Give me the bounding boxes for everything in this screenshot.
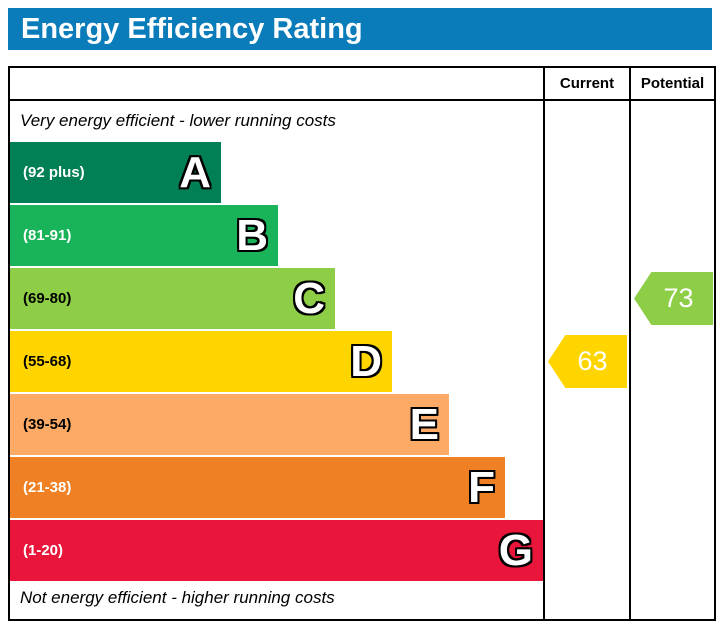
band-row: (39-54) E <box>10 393 543 456</box>
energy-rating-chart: Current Potential Very energy efficient … <box>8 66 716 621</box>
bottom-note: Not energy efficient - higher running co… <box>20 588 335 607</box>
band-e: (39-54) E <box>10 394 449 455</box>
band-d: (55-68) D <box>10 331 392 392</box>
potential-column: 73 <box>629 101 714 619</box>
band-row: (81-91) B <box>10 204 543 267</box>
band-row: (92 plus) A <box>10 141 543 204</box>
band-b-letter: B <box>236 210 268 260</box>
band-f-letter: F <box>468 462 495 512</box>
current-column: 63 <box>543 101 629 619</box>
bands-column: Very energy efficient - lower running co… <box>10 101 543 619</box>
potential-rating-arrow: 73 <box>634 272 713 325</box>
chart-title: Energy Efficiency Rating <box>21 12 363 45</box>
band-row: (69-80) C <box>10 267 543 330</box>
band-b: (81-91) B <box>10 205 278 266</box>
band-a: (92 plus) A <box>10 142 221 203</box>
chart-title-bar: Energy Efficiency Rating <box>8 8 712 50</box>
band-e-range-label: (39-54) <box>23 416 72 433</box>
current-column-header: Current <box>543 68 629 101</box>
current-rating-value: 63 <box>577 346 608 376</box>
band-row: (1-20) G <box>10 519 543 582</box>
band-f-range-label: (21-38) <box>23 479 72 496</box>
band-g-range-label: (1-20) <box>23 542 64 559</box>
band-b-range-label: (81-91) <box>23 227 72 244</box>
band-d-letter: D <box>350 336 382 386</box>
band-g: (1-20) G <box>10 520 543 581</box>
potential-column-header: Potential <box>629 68 714 101</box>
band-row: (55-68) D <box>10 330 543 393</box>
band-c-range-label: (69-80) <box>23 290 72 307</box>
band-c-letter: C <box>293 273 325 323</box>
band-c: (69-80) C <box>10 268 335 329</box>
band-g-letter: G <box>498 525 533 575</box>
band-e-letter: E <box>409 399 439 449</box>
header-spacer <box>10 68 543 101</box>
potential-rating-value: 73 <box>663 283 694 313</box>
band-a-letter: A <box>179 147 211 197</box>
band-a-range-label: (92 plus) <box>23 164 85 181</box>
current-rating-arrow: 63 <box>548 335 627 388</box>
top-note: Very energy efficient - lower running co… <box>20 111 336 130</box>
band-f: (21-38) F <box>10 457 505 518</box>
band-d-range-label: (55-68) <box>23 353 72 370</box>
band-row: (21-38) F <box>10 456 543 519</box>
